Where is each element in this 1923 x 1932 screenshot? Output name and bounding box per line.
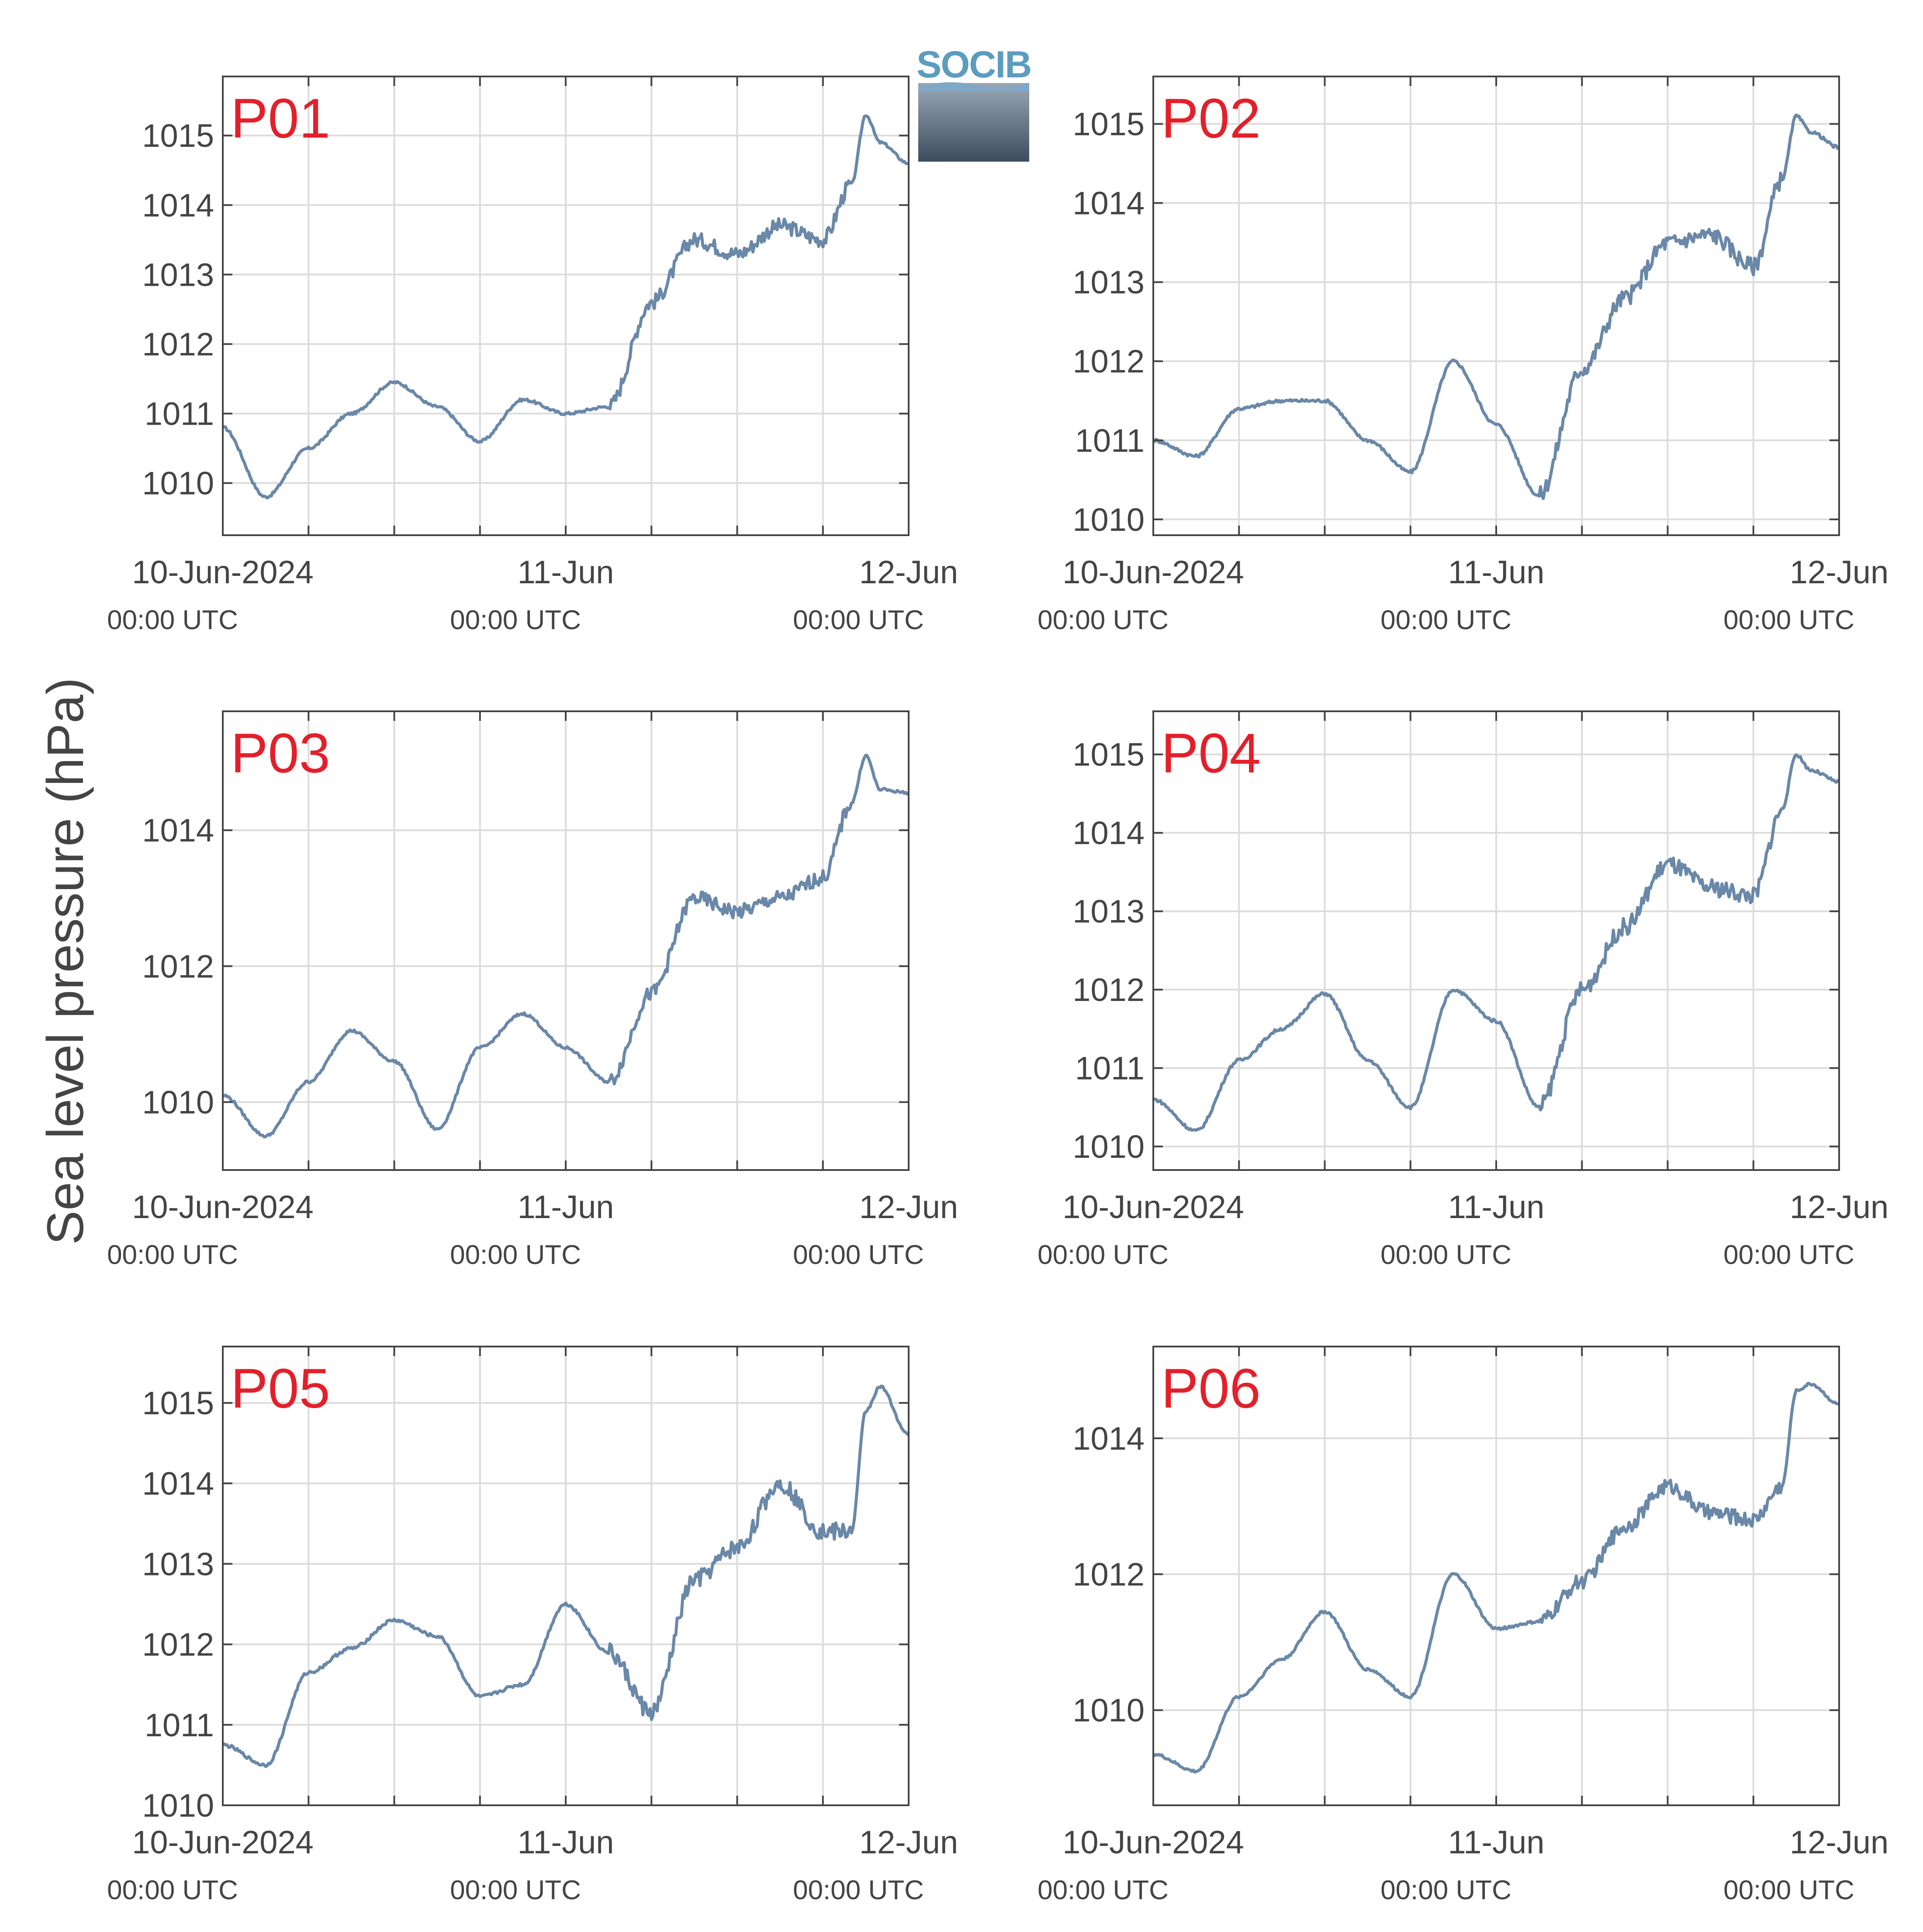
x-tick-label: 10-Jun-2024 — [1062, 1824, 1244, 1860]
x-tick-label: 10-Jun-2024 — [132, 1189, 314, 1225]
x-tick-sublabel: 00:00 UTC — [1723, 605, 1854, 635]
y-tick-label: 1010 — [142, 1084, 214, 1120]
y-tick-label: 1011 — [1075, 422, 1145, 459]
y-tick-label: 1014 — [142, 1465, 214, 1502]
y-tick-label: 1012 — [1072, 972, 1145, 1008]
socib-logo-wave — [918, 82, 1029, 91]
x-tick-sublabel: 00:00 UTC — [1038, 1240, 1169, 1270]
panel-label: P02 — [1161, 87, 1261, 150]
y-tick-label: 1012 — [1072, 343, 1145, 380]
y-tick-label: 1013 — [142, 256, 214, 293]
y-tick-label: 1015 — [1072, 106, 1145, 142]
x-tick-sublabel: 00:00 UTC — [450, 605, 581, 635]
y-tick-label: 1012 — [1072, 1556, 1145, 1593]
y-tick-label: 1015 — [142, 1385, 214, 1421]
x-tick-label: 10-Jun-2024 — [1062, 1189, 1244, 1225]
y-tick-label: 1011 — [1075, 1050, 1145, 1087]
x-tick-sublabel: 00:00 UTC — [1380, 1875, 1511, 1905]
x-tick-sublabel: 00:00 UTC — [793, 605, 924, 635]
y-tick-label: 1015 — [1072, 737, 1145, 773]
panel-p06: 1010 1012 1014 10-Jun-2024 00:00 UTC 11-Jun 00… — [1038, 1346, 1888, 1905]
panel-label: P05 — [231, 1357, 330, 1420]
y-tick-label: 1013 — [142, 1546, 214, 1582]
panel-p04: 1010 1011 1012 1013 1014 1015 10-Jun-2024 00:00… — [1038, 710, 1888, 1270]
y-tick-label: 1010 — [142, 465, 214, 502]
y-tick-label: 1014 — [1072, 1420, 1145, 1457]
pressure-series-line — [1153, 753, 1840, 1132]
x-tick-sublabel: 00:00 UTC — [793, 1240, 924, 1270]
y-tick-label: 1014 — [142, 812, 214, 848]
panel-p02: 1010 1011 1012 1013 1014 1015 10-Jun-2024 00:00… — [1038, 76, 1888, 635]
y-tick-label: 1014 — [1072, 815, 1145, 851]
x-tick-label: 11-Jun — [1448, 554, 1545, 590]
x-tick-label: 10-Jun-2024 — [1062, 554, 1244, 590]
x-tick-label: 12-Jun — [859, 554, 958, 590]
x-tick-sublabel: 00:00 UTC — [1038, 605, 1169, 635]
y-tick-label: 1011 — [145, 396, 214, 432]
pressure-series-line — [221, 1384, 910, 1768]
x-tick-label: 12-Jun — [859, 1824, 958, 1860]
socib-logo-text: SOCIB — [917, 44, 1032, 86]
pressure-series-line — [1152, 113, 1840, 500]
socib-logo: SOCIB — [917, 44, 1032, 163]
panel-p03: 1010 1012 1014 10-Jun-2024 00:00 UTC 11-Jun 00… — [107, 710, 958, 1270]
x-tick-label: 12-Jun — [1790, 1824, 1888, 1860]
y-tick-label: 1015 — [142, 118, 214, 154]
pressure-series-line — [222, 753, 910, 1139]
x-tick-sublabel: 00:00 UTC — [107, 1240, 238, 1270]
x-tick-label: 11-Jun — [518, 554, 614, 590]
x-tick-label: 11-Jun — [518, 1824, 614, 1860]
panel-label: P03 — [231, 722, 330, 785]
panel-p05: 1010 1011 1012 1013 1014 1015 10-Jun-2024 00:00… — [107, 1346, 958, 1905]
y-axis-label: Sea level pressure (hPa) — [37, 677, 94, 1245]
x-tick-label: 12-Jun — [859, 1189, 958, 1225]
x-tick-label: 12-Jun — [1790, 1189, 1888, 1225]
x-tick-sublabel: 00:00 UTC — [450, 1875, 581, 1905]
y-tick-label: 1014 — [142, 187, 214, 223]
y-tick-label: 1011 — [145, 1707, 214, 1743]
x-tick-sublabel: 00:00 UTC — [793, 1875, 924, 1905]
x-tick-sublabel: 00:00 UTC — [1380, 1240, 1511, 1270]
socib-logo-emblem — [918, 83, 1029, 162]
y-tick-label: 1010 — [1072, 1129, 1145, 1165]
x-tick-label: 10-Jun-2024 — [132, 1824, 314, 1860]
y-tick-label: 1010 — [142, 1787, 214, 1824]
y-tick-label: 1012 — [142, 1627, 214, 1663]
x-tick-sublabel: 00:00 UTC — [450, 1240, 581, 1270]
x-tick-label: 11-Jun — [1448, 1189, 1545, 1225]
y-tick-label: 1014 — [1072, 185, 1145, 222]
y-tick-label: 1010 — [1072, 502, 1145, 538]
x-tick-label: 11-Jun — [518, 1189, 614, 1225]
pressure-series-line — [1152, 1381, 1840, 1774]
x-tick-sublabel: 00:00 UTC — [1723, 1240, 1854, 1270]
panel-label: P04 — [1161, 722, 1261, 785]
x-tick-sublabel: 00:00 UTC — [107, 1875, 238, 1905]
x-tick-label: 10-Jun-2024 — [132, 554, 314, 590]
pressure-series-line — [222, 114, 909, 500]
panel-label: P06 — [1161, 1357, 1261, 1420]
x-tick-sublabel: 00:00 UTC — [107, 605, 238, 635]
panel-p01: 1010 1011 1012 1013 1014 1015 10-Jun-2024 00:00… — [107, 76, 958, 635]
x-tick-sublabel: 00:00 UTC — [1038, 1875, 1169, 1905]
panel-label: P01 — [231, 87, 330, 150]
y-tick-label: 1013 — [1072, 893, 1145, 930]
y-tick-label: 1012 — [142, 948, 214, 984]
y-tick-label: 1010 — [1072, 1692, 1145, 1728]
x-tick-label: 12-Jun — [1790, 554, 1888, 590]
y-tick-label: 1013 — [1072, 264, 1145, 301]
x-tick-sublabel: 00:00 UTC — [1380, 605, 1511, 635]
x-tick-sublabel: 00:00 UTC — [1723, 1875, 1854, 1905]
y-tick-label: 1012 — [142, 326, 214, 363]
x-tick-label: 11-Jun — [1448, 1824, 1545, 1860]
